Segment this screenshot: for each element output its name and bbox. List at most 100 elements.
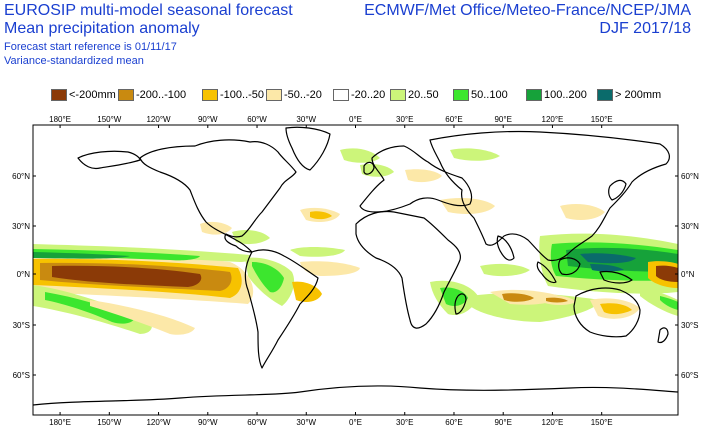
anomaly-region (310, 211, 332, 220)
legend-label: -200..-100 (136, 89, 187, 101)
coastline-madagascar (454, 293, 467, 315)
legend-label: > 200mm (615, 89, 662, 101)
anomaly-region (450, 148, 500, 161)
tick-label: 60°S (681, 371, 698, 380)
tick-label: 150°E (591, 418, 613, 427)
legend-swatch (390, 89, 406, 101)
tick-label: 150°W (97, 418, 122, 427)
legend-swatch (266, 89, 282, 101)
coastline-australia (573, 287, 641, 338)
title-variable: Mean precipitation anomaly (4, 20, 200, 37)
coastline-greenland (285, 126, 331, 171)
legend-swatch (526, 89, 542, 101)
anomaly-region (546, 297, 568, 303)
anomaly-region (33, 249, 200, 261)
tick-label: 90°E (494, 418, 511, 427)
coastline-south-america (244, 249, 319, 369)
tick-label: 150°E (591, 115, 613, 124)
anomaly-region (45, 292, 135, 324)
tick-label: 0°N (681, 270, 695, 279)
anomaly-region (660, 296, 678, 310)
coastline-north-america (139, 139, 297, 253)
anomaly-region (33, 252, 130, 259)
tick-label: 120°W (146, 418, 171, 427)
legend-swatch (597, 89, 613, 101)
coastlines (33, 126, 678, 406)
legend-swatch (202, 89, 218, 101)
legend-label: <-200mm (69, 89, 116, 101)
anomaly-region (480, 263, 530, 277)
legend-swatch (333, 89, 349, 101)
anomaly-region (640, 288, 678, 316)
anomaly-region (52, 265, 202, 287)
anomaly-region (580, 253, 636, 264)
tick-label: 30°S (681, 321, 698, 330)
anomaly-region (90, 300, 195, 335)
coastline-uk (363, 161, 375, 175)
title-system: EUROSIP multi-model seasonal forecast (4, 2, 293, 19)
anomaly-region (200, 221, 232, 235)
legend-label: 50..100 (471, 89, 508, 101)
anomaly-region (502, 293, 534, 302)
tick-label: 60°E (445, 418, 462, 427)
anomaly-shading (33, 148, 678, 335)
tick-label: 30°W (296, 115, 316, 124)
tick-label: 120°E (542, 418, 564, 427)
tick-label: 90°E (494, 115, 511, 124)
tick-label: 150°W (97, 115, 122, 124)
method-note: Variance-standardized mean (4, 55, 144, 67)
coastline-asia (429, 130, 670, 262)
coastline-sumatra (536, 261, 557, 284)
tick-label: 60°N (12, 172, 30, 181)
coastline-africa (355, 210, 461, 329)
coastline-japan (608, 179, 627, 201)
tick-label: 120°W (146, 115, 171, 124)
anomaly-region (440, 198, 495, 214)
tick-label: 60°W (247, 115, 267, 124)
anomaly-region (600, 303, 632, 315)
tick-label: 60°N (681, 172, 699, 181)
tick-label: 60°S (13, 371, 30, 380)
anomaly-region (300, 261, 360, 276)
tick-label: 120°E (542, 115, 564, 124)
tick-label: 60°E (445, 115, 462, 124)
coastline-new-zealand (657, 327, 669, 344)
anomaly-region (340, 148, 380, 163)
legend-label: -100..-50 (220, 89, 265, 101)
anomaly-region (405, 169, 442, 183)
coastline-antarctica (33, 385, 678, 406)
tick-label: 180°E (49, 418, 71, 427)
tick-label: 30°N (12, 222, 30, 231)
tick-label: 30°S (13, 321, 30, 330)
tick-label: 90°W (198, 115, 218, 124)
tick-label: 30°N (681, 222, 699, 231)
legend-label: 20..50 (408, 89, 439, 101)
tick-label: 0°E (349, 418, 362, 427)
anomaly-region (290, 247, 345, 257)
title-season: DJF 2017/18 (599, 20, 691, 37)
legend-swatch (118, 89, 134, 101)
coastline-alaska (77, 150, 141, 170)
anomaly-region (252, 262, 284, 293)
coastline-india (496, 235, 515, 261)
tick-label: 30°W (296, 418, 316, 427)
title-centres: ECMWF/Met Office/Meteo-France/NCEP/JMA (364, 2, 691, 19)
axis-ticks: 180°E 180°E 150°W 150°W 120°W 120°W 90°W 90°W 60… (12, 115, 699, 427)
tick-label: 60°W (247, 418, 267, 427)
legend-label: -50..-20 (284, 89, 322, 101)
tick-label: 30°E (396, 115, 413, 124)
legend-label: 100..200 (544, 89, 587, 101)
tick-label: 90°W (198, 418, 218, 427)
forecast-start-note: Forecast start reference is 01/11/17 (4, 41, 177, 53)
tick-label: 0°E (349, 115, 362, 124)
legend-label: -20..20 (351, 89, 386, 101)
anomaly-region (656, 265, 678, 282)
legend-swatch (51, 89, 67, 101)
anomaly-region (440, 287, 468, 306)
tick-label: 30°E (396, 418, 413, 427)
tick-label: 0°N (17, 270, 31, 279)
anomaly-region (232, 230, 270, 245)
legend-swatch (453, 89, 469, 101)
tick-label: 180°E (49, 115, 71, 124)
